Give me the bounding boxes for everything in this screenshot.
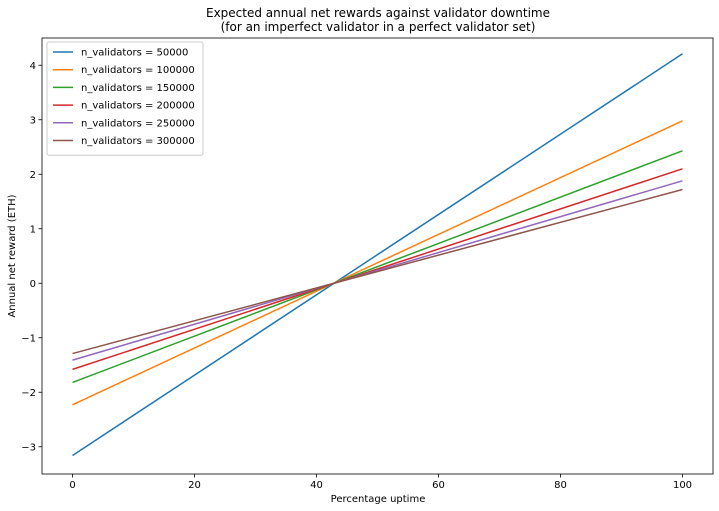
- x-axis-ticks: 0 20 40 60 80 100: [69, 474, 692, 491]
- y-tick-label: −3: [21, 442, 36, 453]
- y-tick-label: 4: [30, 61, 36, 72]
- y-tick-label: 0: [30, 279, 36, 290]
- y-tick-label: 2: [30, 170, 36, 181]
- series-line-5: [72, 180, 683, 361]
- x-tick-label: 80: [554, 480, 567, 491]
- x-tick-label: 100: [673, 480, 692, 491]
- x-tick-label: 20: [188, 480, 201, 491]
- legend: n_validators = 50000 n_validators = 10000…: [46, 41, 204, 156]
- y-tick-label: −2: [21, 388, 36, 399]
- x-tick-label: 60: [432, 480, 445, 491]
- y-tick-label: −1: [21, 333, 36, 344]
- x-tick-label: 0: [69, 480, 75, 491]
- legend-label-3: n_validators = 150000: [81, 83, 195, 94]
- series-line-2: [72, 120, 683, 406]
- series-line-1: [72, 53, 683, 457]
- x-axis-label: Percentage uptime: [331, 494, 426, 505]
- y-axis-ticks: −3 −2 −1 0 1 2 3 4: [21, 61, 42, 453]
- chart-subtitle: (for an imperfect validator in a perfect…: [221, 20, 536, 34]
- y-tick-label: 1: [30, 224, 36, 235]
- axes: [41, 37, 714, 475]
- legend-label-6: n_validators = 300000: [81, 136, 195, 147]
- legend-box: [46, 41, 204, 156]
- y-tick-label: 3: [30, 115, 36, 126]
- series-lines: [72, 53, 683, 457]
- legend-label-4: n_validators = 200000: [81, 101, 195, 112]
- plot-frame: [41, 37, 714, 475]
- series-line-6: [72, 188, 683, 355]
- legend-label-2: n_validators = 100000: [81, 65, 195, 76]
- y-axis-label: Annual net reward (ETH): [7, 194, 18, 317]
- chart-title: Expected annual net rewards against vali…: [206, 6, 550, 20]
- series-line-3: [72, 150, 683, 384]
- series-line-4: [72, 168, 683, 371]
- x-tick-label: 40: [310, 480, 323, 491]
- legend-label-1: n_validators = 50000: [81, 48, 188, 59]
- legend-label-5: n_validators = 250000: [81, 118, 195, 129]
